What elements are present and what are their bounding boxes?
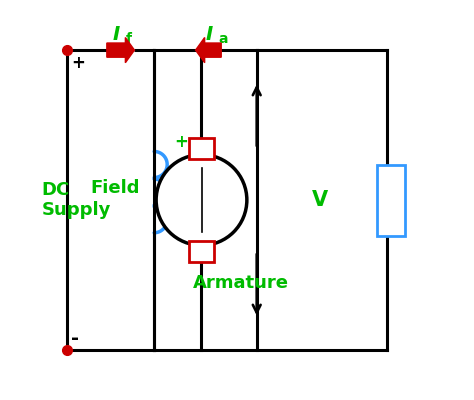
Polygon shape	[107, 38, 135, 63]
Bar	[377, 164, 405, 236]
Bar	[189, 241, 214, 262]
Text: -: -	[188, 253, 194, 271]
Text: a: a	[218, 32, 228, 46]
Text: +: +	[174, 133, 188, 151]
Text: -: -	[71, 329, 79, 348]
Text: f: f	[125, 32, 131, 46]
Text: +: +	[71, 54, 85, 72]
Polygon shape	[196, 38, 221, 63]
Text: b: b	[186, 203, 193, 213]
Text: R: R	[210, 192, 222, 208]
Text: Field: Field	[90, 179, 139, 197]
Text: I: I	[205, 25, 213, 44]
Text: I: I	[113, 25, 120, 44]
Bar	[189, 138, 214, 159]
Text: DC
Supply: DC Supply	[42, 180, 111, 219]
Text: LOAD: LOAD	[384, 181, 397, 219]
Text: E: E	[174, 192, 185, 208]
Text: Armature: Armature	[193, 274, 289, 292]
Circle shape	[156, 155, 247, 245]
Text: a: a	[223, 203, 231, 213]
Text: V: V	[312, 190, 328, 210]
